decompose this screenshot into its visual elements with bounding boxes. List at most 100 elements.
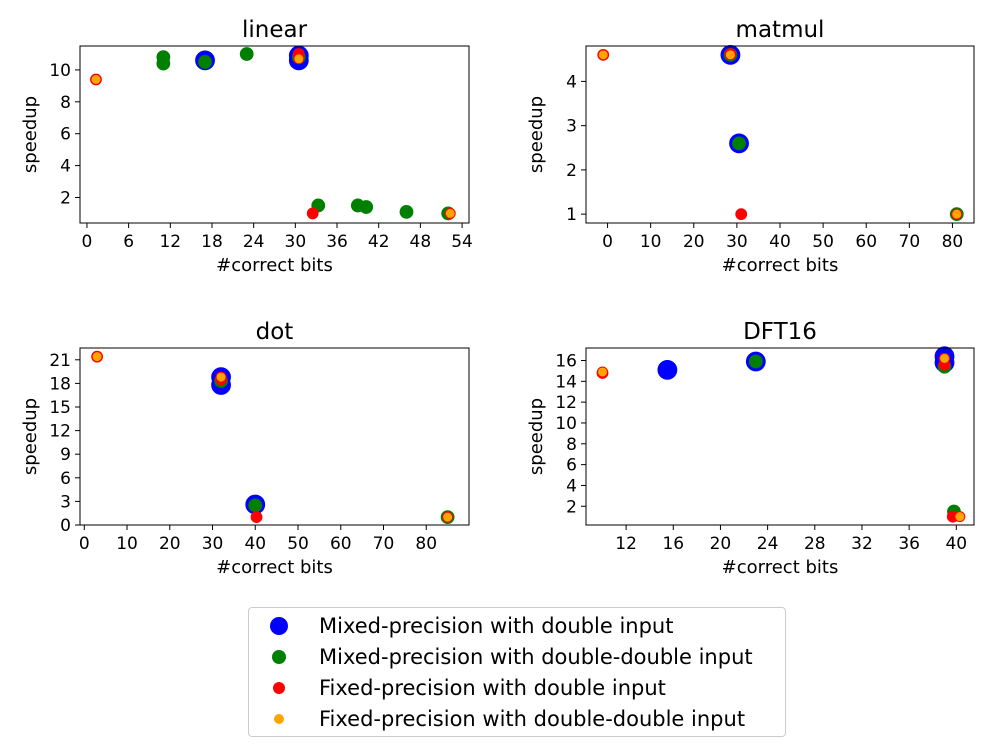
point-mixed-dd — [248, 498, 263, 513]
legend-entry-mixed-dd: Mixed-precision with double-double input — [249, 642, 785, 672]
legend-marker-fixed-double — [273, 682, 285, 694]
x-tick-label: 24 — [757, 534, 779, 554]
y-tick-label: 0 — [60, 516, 71, 536]
y-tick-label: 15 — [49, 398, 71, 418]
x-tick-label: 12 — [615, 534, 637, 554]
point-fixed-dd — [91, 351, 103, 363]
legend-label-mixed-double: Mixed-precision with double input — [319, 614, 674, 638]
subplot-title: linear — [242, 17, 308, 43]
x-tick-label: 10 — [116, 534, 138, 554]
x-tick-label: 80 — [415, 534, 437, 554]
x-axis-label: #correct bits — [722, 255, 839, 276]
point-mixed-dd — [156, 56, 171, 71]
y-tick-label: 2 — [566, 497, 577, 517]
x-tick-label: 12 — [159, 232, 181, 252]
legend-label-fixed-double: Fixed-precision with double input — [319, 676, 666, 700]
point-mixed-dd — [748, 354, 763, 369]
legend-marker-fixed-dd — [274, 714, 284, 724]
y-tick-label: 8 — [60, 93, 71, 113]
point-fixed-double — [250, 511, 263, 524]
x-tick-label: 36 — [898, 534, 920, 554]
x-tick-label: 20 — [710, 534, 732, 554]
x-tick-label: 50 — [287, 534, 309, 554]
y-tick-label: 1 — [566, 205, 577, 225]
y-tick-label: 6 — [60, 125, 71, 145]
legend-entry-fixed-dd: Fixed-precision with double-double input — [249, 704, 785, 734]
x-tick-label: 40 — [945, 534, 967, 554]
x-tick-label: 60 — [330, 534, 352, 554]
x-tick-label: 30 — [726, 232, 748, 252]
y-tick-label: 9 — [60, 445, 71, 465]
x-tick-label: 28 — [804, 534, 826, 554]
x-axis-label: #correct bits — [216, 255, 333, 276]
y-axis-label: speedup — [526, 96, 547, 173]
y-axis-label: speedup — [526, 398, 547, 475]
x-tick-label: 54 — [451, 232, 473, 252]
x-tick-label: 0 — [602, 232, 613, 252]
legend-marker-mixed-double — [270, 617, 288, 635]
point-fixed-dd — [293, 53, 305, 65]
y-tick-label: 4 — [566, 72, 577, 92]
y-tick-label: 2 — [60, 188, 71, 208]
x-axis-label: #correct bits — [722, 557, 839, 578]
x-tick-label: 36 — [326, 232, 348, 252]
plot-frame — [79, 45, 470, 224]
y-tick-label: 6 — [60, 469, 71, 489]
subplot-title: matmul — [736, 17, 825, 43]
y-tick-label: 4 — [60, 157, 71, 177]
x-tick-label: 18 — [201, 232, 223, 252]
y-tick-label: 16 — [555, 351, 577, 371]
x-tick-label: 16 — [662, 534, 684, 554]
y-tick-label: 12 — [49, 422, 71, 442]
x-tick-label: 20 — [683, 232, 705, 252]
y-tick-label: 8 — [566, 435, 577, 455]
y-tick-label: 4 — [566, 476, 577, 496]
y-tick-label: 14 — [555, 372, 577, 392]
point-fixed-dd — [597, 49, 609, 61]
legend-label-fixed-dd: Fixed-precision with double-double input — [319, 707, 746, 731]
subplot-dot: dot 0 10 20 30 40 50 60 70 80 0 3 6 9 12 15 18 21 #correct… — [20, 319, 470, 578]
plot-frame — [585, 45, 975, 224]
point-mixed-dd — [359, 200, 374, 214]
y-tick-label: 12 — [555, 393, 577, 413]
point-fixed-dd — [954, 511, 966, 523]
y-tick-label: 6 — [566, 456, 577, 476]
legend-entry-fixed-double: Fixed-precision with double input — [249, 673, 785, 703]
point-fixed-dd — [597, 366, 609, 378]
plot-frame — [585, 347, 975, 526]
x-tick-label: 70 — [899, 232, 921, 252]
point-mixed-dd — [198, 55, 212, 69]
x-tick-label: 48 — [410, 232, 432, 252]
point-mixed-dd — [239, 47, 254, 61]
x-tick-label: 30 — [285, 232, 307, 252]
x-tick-label: 6 — [123, 232, 134, 252]
point-fixed-dd — [444, 207, 456, 219]
x-tick-label: 0 — [82, 232, 93, 252]
subplot-matmul: matmul 0 10 20 30 40 50 60 70 80 1 2 3 4 #correct bits… — [526, 17, 975, 276]
point-fixed-dd — [951, 208, 963, 220]
y-tick-label: 18 — [49, 374, 71, 394]
point-fixed-double — [735, 208, 748, 221]
point-fixed-dd — [442, 511, 454, 523]
x-tick-label: 50 — [812, 232, 834, 252]
x-tick-label: 24 — [243, 232, 265, 252]
legend-label-mixed-dd: Mixed-precision with double-double input — [319, 645, 753, 669]
point-fixed-dd — [215, 371, 227, 383]
subplot-title: DFT16 — [743, 319, 817, 345]
plot-frame — [79, 347, 470, 526]
y-tick-label: 10 — [555, 414, 577, 434]
legend-entry-mixed-double: Mixed-precision with double input — [249, 611, 785, 641]
point-fixed-dd — [90, 73, 102, 85]
y-tick-label: 3 — [566, 117, 577, 137]
point-fixed-dd — [724, 49, 736, 61]
x-tick-label: 0 — [79, 534, 90, 554]
x-tick-label: 32 — [851, 534, 873, 554]
y-axis-label: speedup — [20, 96, 41, 173]
x-tick-label: 40 — [769, 232, 791, 252]
x-tick-label: 30 — [202, 534, 224, 554]
legend-marker-mixed-dd — [272, 650, 286, 664]
point-fixed-dd — [939, 352, 951, 364]
x-tick-label: 80 — [942, 232, 964, 252]
x-tick-label: 70 — [373, 534, 395, 554]
